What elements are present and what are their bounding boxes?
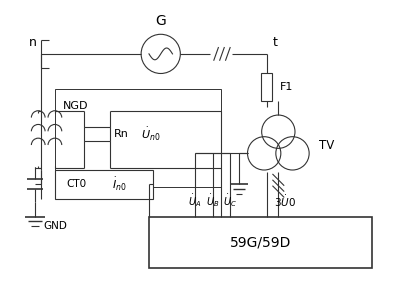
Text: $\dot{U}_A$: $\dot{U}_A$ (188, 192, 202, 209)
Text: $\dot{U}_C$: $\dot{U}_C$ (223, 192, 237, 209)
Bar (55, 89, 222, 187)
Text: $3\dot{U}0$: $3\dot{U}0$ (274, 193, 296, 209)
Bar (55, 170, 153, 199)
Text: $\dot{U}_B$: $\dot{U}_B$ (206, 192, 219, 209)
Bar (84, 127, 110, 141)
Text: GND: GND (43, 222, 67, 231)
Bar (261, 74, 272, 101)
Text: $\dot{U}_{n0}$: $\dot{U}_{n0}$ (141, 126, 161, 143)
Text: F1: F1 (280, 82, 294, 92)
Text: t: t (272, 36, 277, 49)
Text: G: G (155, 13, 166, 28)
Text: Rn: Rn (114, 129, 129, 139)
Text: CT0: CT0 (67, 179, 87, 189)
Text: $\dot{I}_{n0}$: $\dot{I}_{n0}$ (112, 176, 127, 193)
Bar (149, 217, 373, 268)
Text: TV: TV (320, 139, 335, 151)
Text: 59G/59D: 59G/59D (230, 235, 291, 249)
Text: NGD: NGD (63, 101, 88, 111)
Text: n: n (28, 36, 36, 49)
